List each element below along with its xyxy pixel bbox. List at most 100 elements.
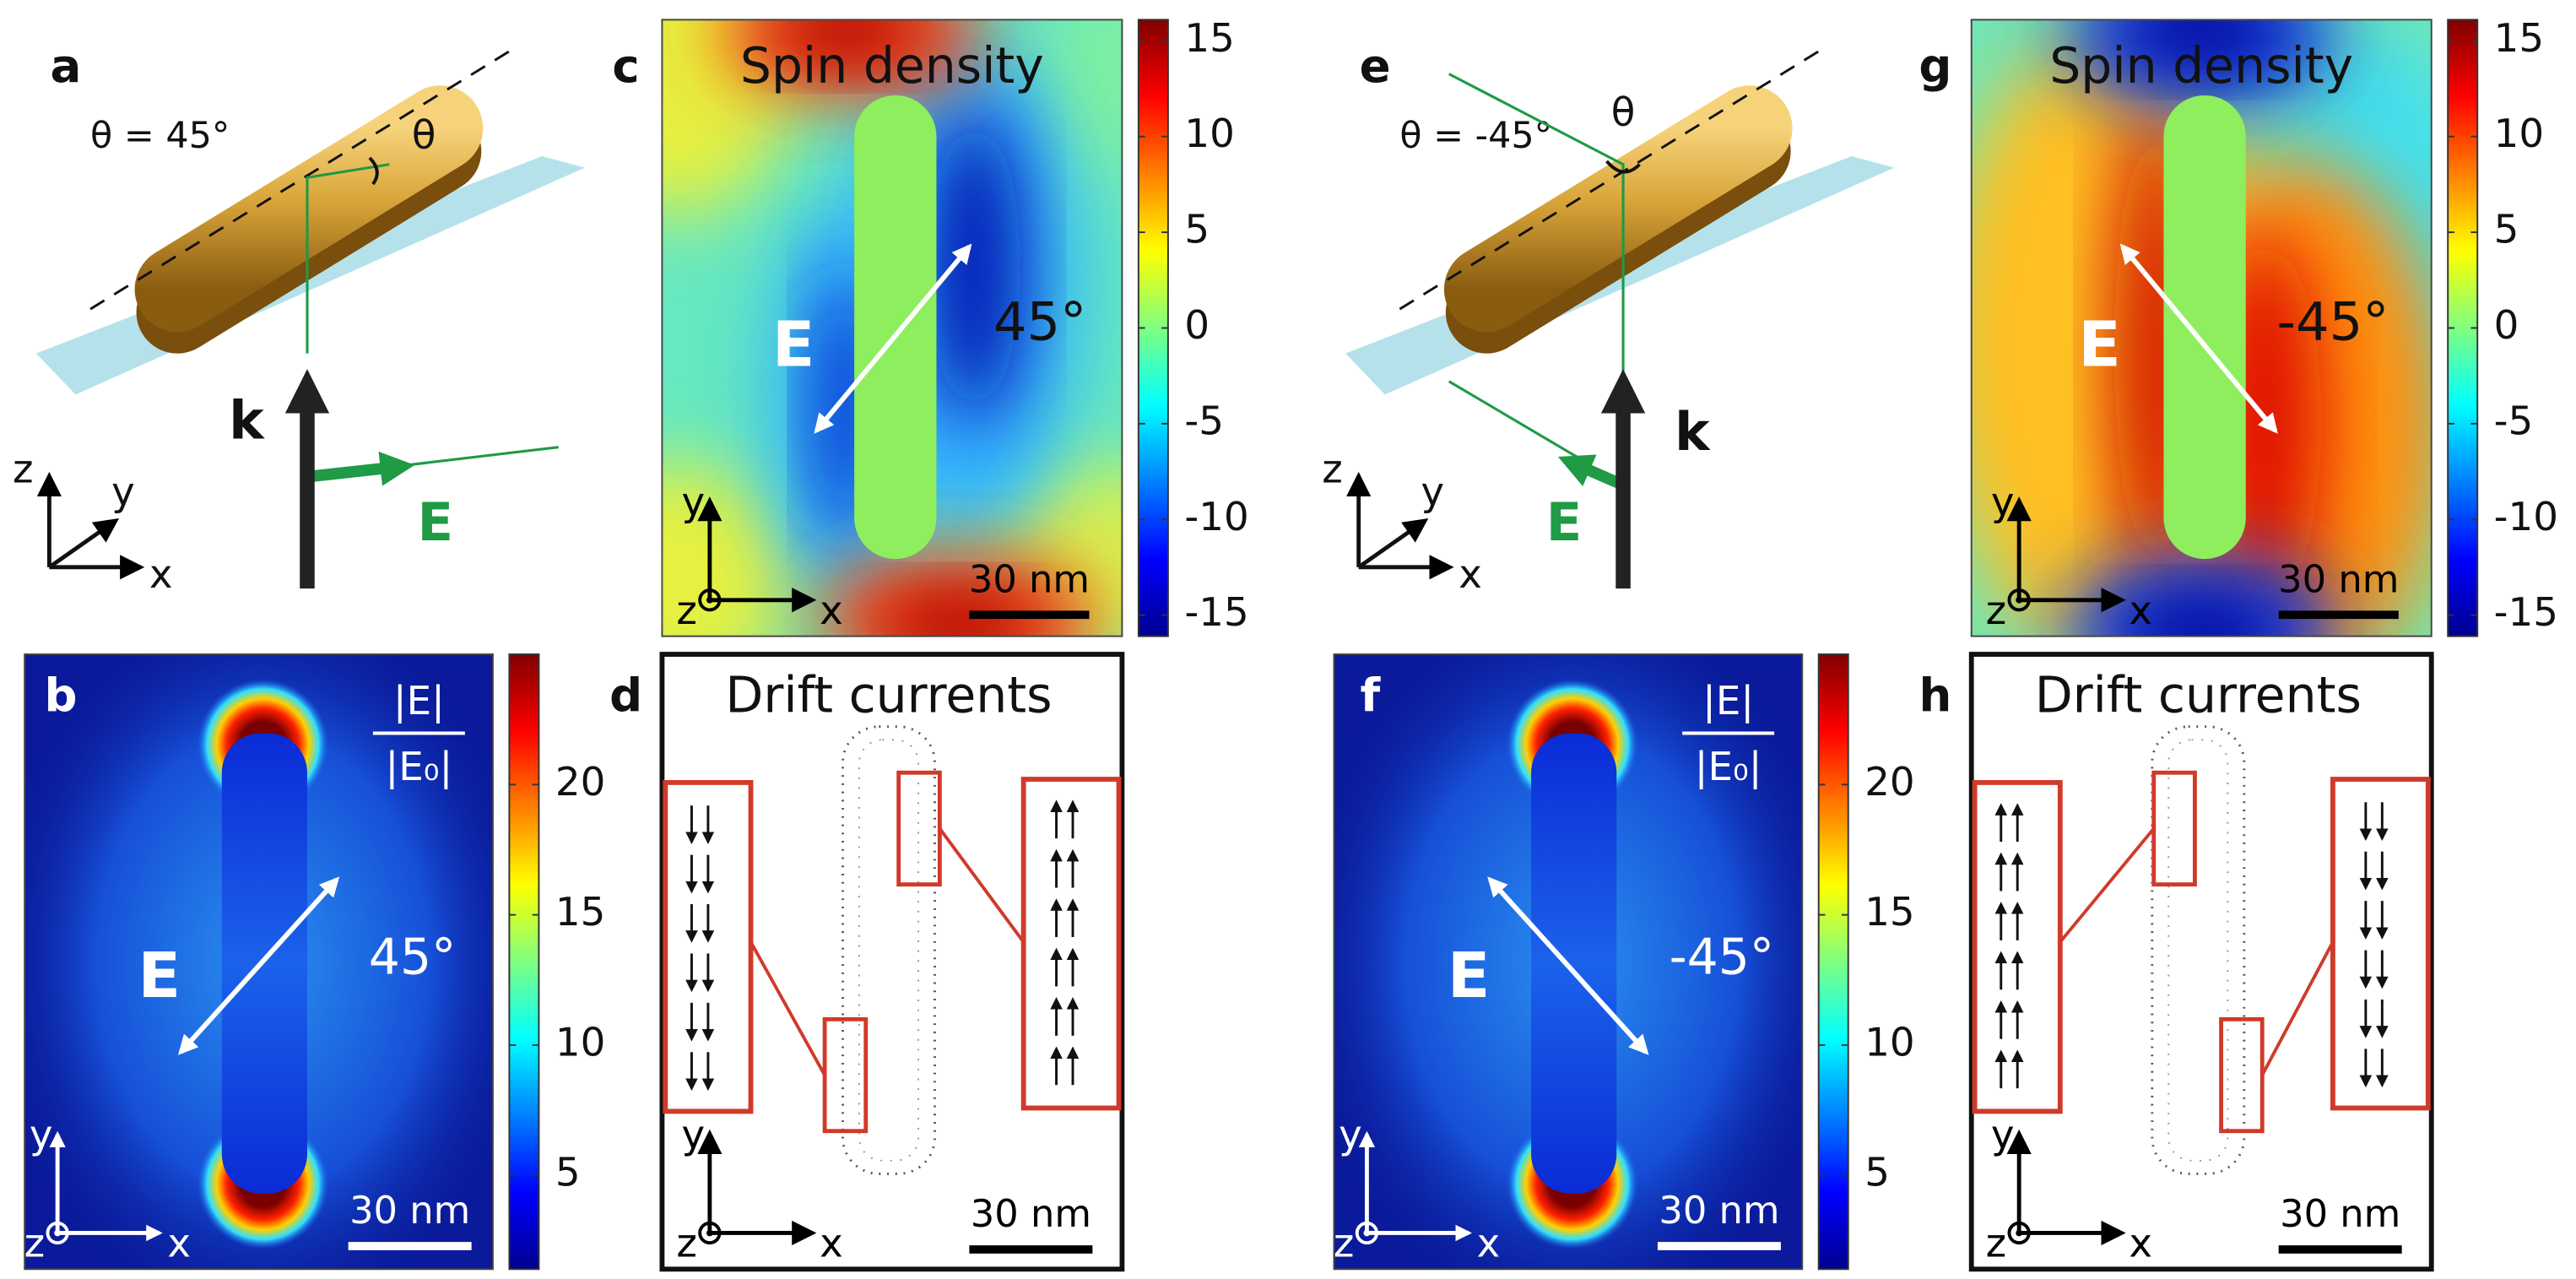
axis-dot [2016,597,2022,604]
axis-label: y [1421,470,1444,516]
axis-label: z [1986,588,2007,634]
k-label: k [1675,401,1711,463]
axis-label: x [2129,588,2152,634]
scale-bar-label: 30 nm [2278,556,2399,601]
polarization-line [1449,382,1578,458]
angle-label: -45° [1670,928,1775,985]
panel-title: Spin density [2049,37,2353,95]
panel-title: Drift currents [2035,667,2362,724]
colorbar-tick-label: 5 [1864,1151,1890,1196]
nanorod [854,95,936,559]
nanorod [1531,733,1616,1193]
colorbar-tick-label: -10 [2494,495,2558,540]
nanorod [2163,95,2245,559]
colorbar-tick-label: 5 [2494,208,2519,253]
E-label: E [138,940,181,1012]
scale-bar-label: 30 nm [2280,1191,2400,1236]
axis-dot [706,597,713,604]
k-label: k [229,389,265,451]
axis-label: x [2129,1222,2152,1267]
axis-label: y [30,1113,53,1158]
axis-label: x [149,552,173,598]
angle-label: θ = 45° [90,115,230,157]
scale-bar-label: 30 nm [349,1188,470,1233]
axis-dot [1364,1230,1371,1237]
panel-label: h [1918,669,1951,723]
axis-label: y [1991,1113,2015,1158]
colorbar-tick-label: 15 [1864,890,1914,935]
E-label: E [2078,308,2121,381]
E-label: E [418,491,454,553]
field-lobe [928,110,1020,422]
axis-arrow [1359,521,1425,567]
panel-label: f [1360,669,1381,723]
colorbar-tick-label: -15 [2494,590,2558,636]
axis-dot [706,1230,713,1237]
axis-label: x [1458,552,1482,598]
clipped-group [0,583,542,1279]
panel-label: g [1918,39,1951,93]
axis-arrow [49,521,115,567]
colorbar-tick-label: 10 [1864,1020,1914,1065]
axis-dot [54,1230,61,1237]
E-label: E [772,308,815,381]
axis-label: x [820,1222,843,1267]
colorbar-tick-label: -5 [1184,398,1224,444]
panel-label: c [612,39,639,93]
axis-label: z [1334,1222,1355,1267]
axis-label: z [24,1222,46,1267]
theta-symbol: θ [1611,90,1636,136]
quantity-denominator: |E₀| [1695,745,1762,790]
colorbar-tick-label: 15 [555,890,605,935]
panel-label: e [1360,39,1391,93]
E-arrow [307,467,398,477]
zoom-inset [1024,779,1119,1108]
quantity-denominator: |E₀| [385,745,452,790]
figure: aθ = 45°θkExyzb|E||E₀|E45°30 nmxyz201510… [0,0,2576,1279]
angle-label: 45° [369,928,456,985]
axis-label: x [167,1222,191,1267]
colorbar-tick-label: 0 [2494,303,2519,349]
panel-label: d [609,669,642,723]
panel-label: b [45,669,78,723]
zoom-inset [2333,779,2428,1108]
axis-label: y [682,480,706,525]
E-label: E [1546,491,1583,553]
colorbar-tick-label: 20 [555,760,605,805]
angle-label: 45° [993,291,1086,353]
panel-title: Spin density [740,37,1044,95]
E-label: E [1448,940,1491,1012]
angle-label: θ = -45° [1399,115,1552,157]
axis-label: y [1991,480,2015,525]
colorbar-tick-label: 15 [2494,16,2544,62]
colorbar [1819,654,1848,1269]
colorbar-tick-label: 10 [555,1020,605,1065]
colorbar-tick-label: 20 [1864,760,1914,805]
scale-bar-label: 30 nm [971,1191,1091,1236]
colorbar-tick-label: 0 [1184,303,1210,349]
axis-label: z [1322,447,1343,492]
angle-label: -45° [2277,291,2389,353]
panel-title: Drift currents [725,667,1052,724]
axis-label: x [1477,1222,1501,1267]
quantity-numerator: |E| [1702,679,1754,724]
colorbar [509,654,538,1269]
colorbar-tick-label: 10 [2494,111,2544,157]
polarization-line [406,447,559,465]
colorbar-tick-label: 5 [1184,208,1210,253]
colorbar-tick-label: -5 [2494,398,2534,444]
axis-label: y [682,1113,706,1158]
nanorod [222,733,307,1193]
axis-label: z [676,1222,697,1267]
colorbar-tick-label: 10 [1184,111,1234,157]
colorbar-tick-label: 15 [1184,16,1234,62]
axis-label: y [111,470,135,516]
colorbar-tick-label: 5 [555,1151,581,1196]
quantity-numerator: |E| [393,679,445,724]
page: aθ = 45°θkExyzb|E||E₀|E45°30 nmxyz201510… [0,0,2576,1279]
scale-bar-label: 30 nm [969,556,1090,601]
axis-label: z [13,447,34,492]
axis-label: z [676,588,697,634]
colorbar-tick-label: -15 [1184,590,1248,636]
panel-label: a [50,39,81,93]
